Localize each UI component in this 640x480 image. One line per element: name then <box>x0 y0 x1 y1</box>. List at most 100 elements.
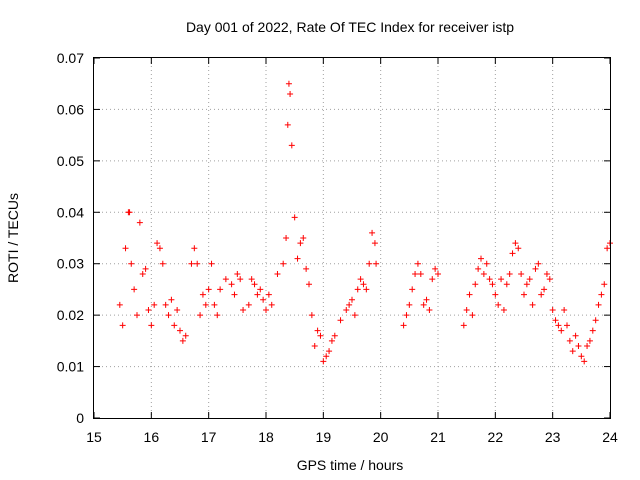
data-point <box>294 255 301 262</box>
data-point <box>245 301 252 308</box>
data-point <box>409 286 416 293</box>
data-point <box>254 291 261 298</box>
data-point <box>535 260 542 267</box>
data-point <box>363 286 370 293</box>
data-point <box>165 312 172 319</box>
data-point <box>274 271 281 277</box>
data-point <box>604 245 611 252</box>
data-point <box>171 322 178 329</box>
data-point <box>592 317 599 324</box>
data-point <box>214 312 221 319</box>
data-point <box>480 271 487 277</box>
x-tick-label: 20 <box>373 429 389 445</box>
data-point <box>251 281 258 288</box>
data-point <box>478 255 484 262</box>
data-point <box>148 322 155 329</box>
grid-lines <box>94 58 610 418</box>
data-point <box>154 240 161 247</box>
data-point <box>331 332 338 339</box>
data-point <box>552 317 559 324</box>
data-point <box>314 327 321 334</box>
chart-title: Day 001 of 2022, Rate Of TEC Index for r… <box>186 19 514 35</box>
data-point <box>337 317 344 324</box>
data-point <box>515 245 522 252</box>
data-point <box>197 312 204 319</box>
data-point <box>489 281 496 288</box>
data-point <box>188 260 195 267</box>
x-tick-label: 16 <box>144 429 160 445</box>
x-tick-label: 23 <box>545 429 561 445</box>
data-point <box>463 307 470 313</box>
data-point <box>288 142 295 149</box>
data-point <box>586 337 593 344</box>
data-point <box>400 322 407 329</box>
data-point <box>284 121 291 128</box>
x-tick-label: 17 <box>201 429 217 445</box>
data-point <box>145 307 152 313</box>
data-point <box>168 296 175 303</box>
data-point <box>285 80 292 87</box>
data-point <box>529 301 536 308</box>
data-point <box>426 307 433 313</box>
data-point <box>354 286 361 293</box>
x-tick-label: 24 <box>602 429 618 445</box>
data-point <box>326 348 333 355</box>
data-point <box>265 291 272 298</box>
data-points <box>116 80 613 365</box>
data-point <box>211 301 218 308</box>
data-point <box>460 322 467 329</box>
y-tick-label: 0.04 <box>57 204 84 220</box>
data-point <box>532 265 539 272</box>
data-point <box>435 271 441 277</box>
data-point <box>191 245 198 252</box>
data-point <box>589 327 596 334</box>
data-point <box>194 260 201 267</box>
x-tick-label: 15 <box>86 429 102 445</box>
data-point <box>323 353 330 360</box>
data-point <box>541 286 548 293</box>
data-point <box>240 307 247 313</box>
data-point <box>303 265 310 272</box>
data-point <box>139 271 146 277</box>
data-point <box>136 219 143 226</box>
data-point <box>584 343 591 349</box>
data-point <box>346 301 353 308</box>
data-point <box>432 265 439 272</box>
data-point <box>199 291 206 298</box>
data-point <box>366 260 373 267</box>
data-point <box>472 281 479 288</box>
data-point <box>217 286 224 293</box>
data-point <box>566 337 573 344</box>
data-point <box>498 276 505 283</box>
data-point <box>412 271 419 277</box>
data-point <box>268 301 275 308</box>
data-point <box>174 307 181 313</box>
y-tick-label: 0.03 <box>57 256 84 272</box>
data-point <box>598 291 605 298</box>
data-point <box>360 281 367 288</box>
data-point <box>179 337 186 344</box>
data-point <box>182 332 189 339</box>
data-point <box>403 312 410 319</box>
data-point <box>506 271 513 277</box>
data-point <box>373 260 380 267</box>
data-point <box>287 91 294 97</box>
data-point <box>159 260 166 267</box>
data-point <box>300 235 307 241</box>
data-point <box>371 240 378 247</box>
data-point <box>526 276 533 283</box>
data-point <box>549 307 556 313</box>
data-point <box>234 271 241 277</box>
data-point <box>116 301 123 308</box>
y-tick-label: 0.07 <box>57 50 84 66</box>
x-tick-label: 22 <box>488 429 504 445</box>
data-point <box>575 343 582 349</box>
data-point <box>283 235 290 241</box>
data-point <box>469 312 476 319</box>
data-point <box>518 271 525 277</box>
data-point <box>156 245 163 252</box>
data-point <box>483 260 490 267</box>
data-point <box>248 276 255 283</box>
data-point <box>475 265 482 272</box>
data-point <box>297 240 304 247</box>
